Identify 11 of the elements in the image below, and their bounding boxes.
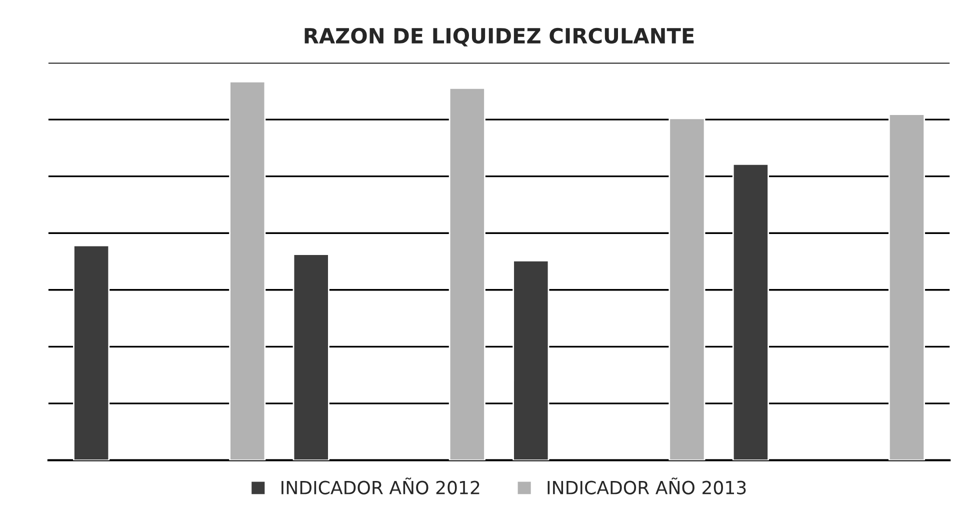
bar [292, 254, 330, 460]
bar [448, 87, 486, 460]
bar [888, 114, 926, 460]
bar [73, 244, 110, 460]
bar [512, 260, 550, 460]
bar [668, 118, 706, 460]
chart-title: RAZON DE LIQUIDEZ CIRCULANTE [304, 28, 694, 46]
legend-label: INDICADOR AÑO 2013 [548, 478, 746, 494]
legend-label: INDICADOR AÑO 2012 [282, 478, 480, 494]
bar [229, 80, 266, 460]
bar [732, 164, 769, 460]
